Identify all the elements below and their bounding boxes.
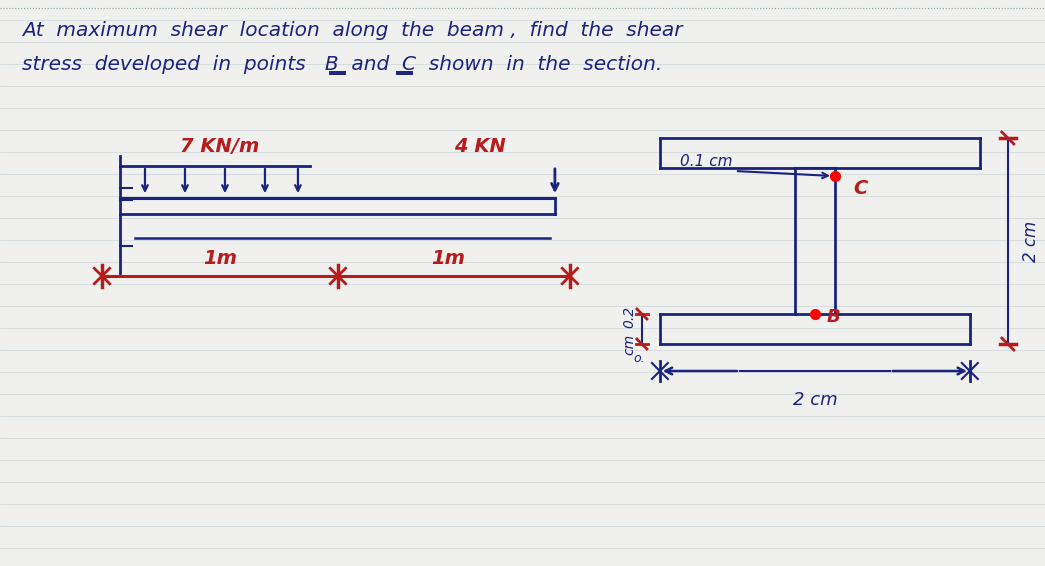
Text: 0.2: 0.2 [622,306,636,328]
Text: 1m: 1m [431,248,465,268]
Text: cm: cm [622,333,636,354]
Text: 1m: 1m [203,248,237,268]
Text: 0.1 cm: 0.1 cm [680,154,733,169]
Text: B: B [827,308,840,326]
Text: At  maximum  shear  location  along  the  beam ,  find  the  shear: At maximum shear location along the beam… [22,22,682,41]
Text: 4 KN: 4 KN [454,136,506,156]
Text: 7 KN/m: 7 KN/m [181,136,259,156]
Text: o.: o. [634,352,646,365]
Text: 2 cm: 2 cm [792,391,837,409]
Text: C: C [853,179,867,198]
Text: 2 cm: 2 cm [1022,220,1040,261]
Text: stress  developed  in  points   B  and  C  shown  in  the  section.: stress developed in points B and C shown… [22,55,663,75]
